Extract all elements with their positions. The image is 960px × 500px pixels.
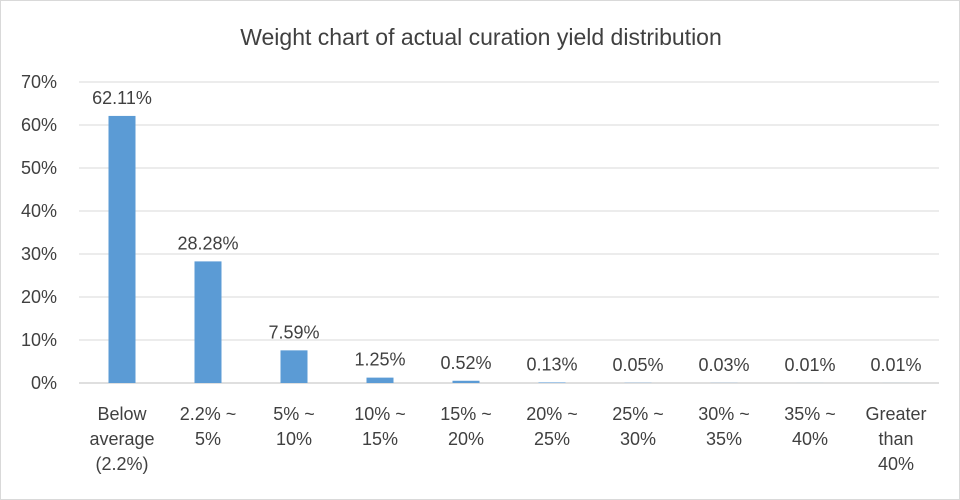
- y-tick-label: 50%: [21, 158, 57, 178]
- x-tick-label: 15% ~20%: [440, 404, 492, 449]
- x-tick-label: 25% ~30%: [612, 404, 664, 449]
- y-axis-ticks: 0% 10% 20% 30% 40% 50% 60% 70%: [21, 72, 57, 393]
- bar: [452, 380, 480, 383]
- data-label: 28.28%: [177, 233, 238, 253]
- y-tick-label: 20%: [21, 287, 57, 307]
- x-tick-label: 2.2% ~5%: [180, 404, 237, 449]
- bar: [108, 115, 136, 383]
- y-tick-label: 10%: [21, 330, 57, 350]
- chart-title: Weight chart of actual curation yield di…: [240, 24, 722, 50]
- bar: [366, 377, 394, 383]
- y-tick-label: 0%: [31, 373, 57, 393]
- data-label: 0.01%: [870, 355, 921, 375]
- bar: [194, 261, 222, 383]
- x-tick-label: 35% ~40%: [784, 404, 836, 449]
- data-label: 0.03%: [698, 355, 749, 375]
- data-label: 0.13%: [526, 354, 577, 374]
- data-label: 0.05%: [612, 355, 663, 375]
- x-tick-label: 30% ~35%: [698, 404, 750, 449]
- data-label: 0.52%: [440, 353, 491, 373]
- gridlines: [79, 81, 939, 384]
- y-tick-label: 40%: [21, 201, 57, 221]
- data-labels: 62.11% 28.28% 7.59% 1.25% 0.52% 0.13% 0.05% 0.0…: [92, 88, 921, 375]
- data-label: 1.25%: [354, 350, 405, 370]
- y-tick-label: 60%: [21, 115, 57, 135]
- data-label: 7.59%: [268, 322, 319, 342]
- data-label: 0.01%: [784, 355, 835, 375]
- y-tick-label: 30%: [21, 244, 57, 264]
- bar: [280, 350, 308, 383]
- bars: [108, 115, 910, 383]
- x-tick-label: 20% ~25%: [526, 404, 578, 449]
- x-axis-ticks: Below average (2.2%) 2.2% ~5% 5% ~10% 10% ~15…: [89, 404, 926, 474]
- bar: [538, 382, 566, 383]
- x-tick-label: Greater than 40%: [865, 404, 926, 474]
- x-tick-label: Below average (2.2%): [89, 404, 154, 474]
- data-label: 62.11%: [92, 88, 152, 108]
- y-tick-label: 70%: [21, 72, 57, 92]
- x-tick-label: 5% ~10%: [273, 404, 315, 449]
- x-tick-label: 10% ~15%: [354, 404, 406, 449]
